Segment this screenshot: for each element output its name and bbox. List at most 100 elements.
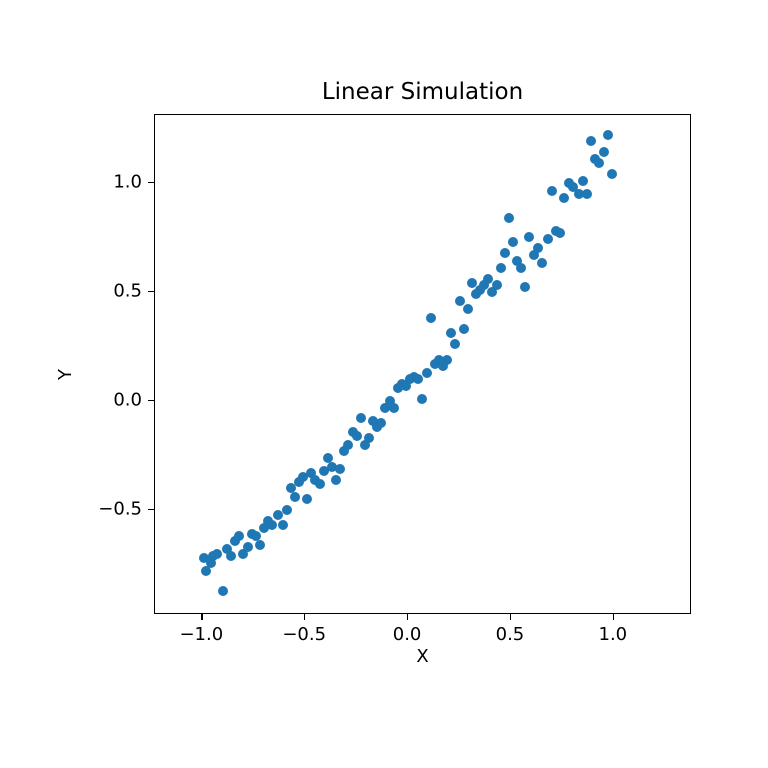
data-point bbox=[368, 415, 379, 426]
data-point bbox=[388, 402, 399, 413]
data-point bbox=[302, 494, 313, 505]
data-point bbox=[230, 535, 241, 546]
data-point bbox=[285, 483, 296, 494]
data-point bbox=[450, 339, 461, 350]
x-tick-label: 1.0 bbox=[598, 624, 628, 645]
data-point bbox=[259, 522, 270, 533]
data-point bbox=[567, 182, 578, 193]
data-point bbox=[429, 358, 440, 369]
x-tick-label: −1.0 bbox=[179, 624, 224, 645]
data-point bbox=[363, 433, 374, 444]
x-tick-mark bbox=[304, 614, 306, 620]
x-tick-mark bbox=[201, 614, 203, 620]
y-tick-label: −0.5 bbox=[98, 498, 142, 520]
data-point bbox=[314, 478, 325, 489]
y-tick-mark bbox=[148, 509, 154, 511]
data-point bbox=[458, 323, 469, 334]
data-point bbox=[555, 227, 566, 238]
data-point bbox=[438, 361, 449, 372]
data-point bbox=[508, 236, 518, 247]
y-axis-label: Y bbox=[55, 369, 76, 380]
data-point bbox=[536, 258, 547, 269]
data-point bbox=[602, 129, 613, 140]
data-point bbox=[339, 446, 350, 457]
data-point bbox=[582, 188, 593, 199]
data-point bbox=[586, 136, 597, 147]
data-point bbox=[475, 284, 486, 295]
data-point bbox=[425, 313, 436, 324]
x-axis-label: X bbox=[416, 646, 429, 667]
data-point bbox=[421, 367, 432, 378]
data-point bbox=[294, 476, 305, 487]
data-point bbox=[250, 531, 261, 542]
data-point bbox=[355, 413, 366, 424]
plot-area bbox=[154, 114, 691, 614]
data-point bbox=[335, 463, 346, 474]
data-point bbox=[298, 472, 309, 483]
data-point bbox=[289, 492, 300, 503]
data-point bbox=[512, 256, 523, 267]
data-point bbox=[479, 280, 490, 291]
data-point bbox=[598, 147, 609, 158]
y-tick-label: 0.0 bbox=[113, 389, 142, 411]
data-point bbox=[254, 540, 265, 551]
data-point bbox=[199, 553, 210, 564]
data-point bbox=[205, 557, 216, 568]
y-tick-mark bbox=[148, 181, 154, 183]
data-point bbox=[281, 505, 292, 516]
data-point bbox=[226, 551, 237, 562]
data-point bbox=[211, 548, 222, 559]
data-point bbox=[331, 474, 342, 485]
data-point bbox=[524, 232, 535, 243]
y-tick-mark bbox=[148, 400, 154, 402]
data-point bbox=[577, 175, 588, 186]
data-point bbox=[433, 354, 444, 365]
data-point bbox=[359, 439, 370, 450]
data-point bbox=[372, 422, 383, 433]
data-point bbox=[277, 520, 288, 531]
data-point bbox=[606, 168, 617, 179]
data-point bbox=[499, 247, 510, 258]
data-point bbox=[343, 439, 354, 450]
data-point bbox=[503, 212, 514, 223]
data-point bbox=[442, 354, 453, 365]
x-tick-mark bbox=[407, 614, 409, 620]
x-tick-mark bbox=[509, 614, 512, 620]
data-point bbox=[306, 468, 317, 479]
data-point bbox=[520, 282, 531, 293]
x-tick-label: 0.5 bbox=[495, 624, 525, 645]
data-point bbox=[466, 278, 477, 289]
data-point bbox=[273, 509, 284, 520]
chart-title: Linear Simulation bbox=[321, 79, 524, 105]
data-point bbox=[495, 262, 506, 273]
data-point bbox=[392, 382, 403, 393]
data-point bbox=[559, 192, 570, 203]
data-point bbox=[532, 243, 543, 254]
data-point bbox=[318, 465, 329, 476]
data-point bbox=[376, 417, 387, 428]
data-point bbox=[594, 158, 605, 169]
data-point bbox=[542, 234, 553, 245]
data-point bbox=[238, 548, 249, 559]
data-point bbox=[528, 249, 539, 260]
data-point bbox=[483, 273, 494, 284]
data-point bbox=[417, 393, 428, 404]
data-point bbox=[487, 286, 498, 297]
data-point bbox=[242, 542, 253, 553]
data-point bbox=[516, 262, 527, 273]
x-tick-label: 0.0 bbox=[392, 624, 422, 645]
data-point bbox=[267, 520, 278, 531]
data-point bbox=[322, 452, 333, 463]
data-point bbox=[380, 402, 391, 413]
y-tick-mark bbox=[148, 290, 154, 293]
data-point bbox=[446, 328, 457, 339]
data-point bbox=[326, 461, 337, 472]
data-point bbox=[234, 531, 245, 542]
data-point bbox=[573, 188, 584, 199]
data-point bbox=[222, 544, 232, 555]
x-tick-label: −0.5 bbox=[282, 624, 327, 645]
y-tick-label: 0.5 bbox=[113, 280, 142, 302]
data-point bbox=[351, 430, 362, 441]
y-tick-label: 1.0 bbox=[113, 171, 142, 193]
